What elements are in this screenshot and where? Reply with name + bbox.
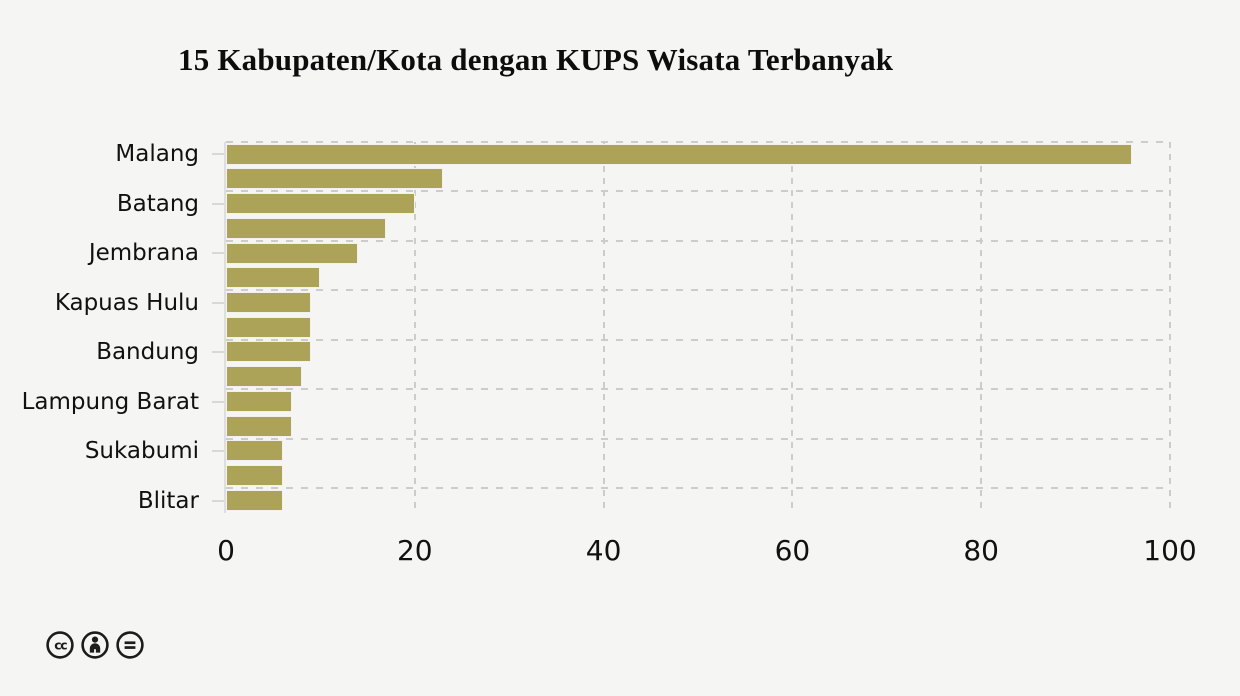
y-label-kapuas-hulu: Kapuas Hulu	[54, 289, 199, 316]
bar-blitar	[226, 489, 283, 511]
bar-malang	[226, 143, 1133, 165]
y-tick-blitar	[212, 499, 224, 502]
gridline-x-40	[602, 142, 605, 513]
y-tick-lampung-barat	[212, 400, 224, 403]
x-tick-0: 0	[217, 534, 235, 567]
bar-batang	[226, 193, 415, 215]
y-tick-jembrana	[212, 252, 224, 255]
bar-row-4	[226, 217, 387, 239]
y-label-sukabumi: Sukabumi	[84, 438, 199, 465]
y-label-bandung: Bandung	[96, 339, 199, 366]
bar-row-14	[226, 465, 283, 487]
gridline-x-20	[413, 142, 416, 513]
y-label-lampung-barat: Lampung Barat	[21, 388, 199, 415]
gridline-y-5	[226, 388, 1170, 391]
x-tick-100: 100	[1143, 534, 1197, 567]
y-tick-sukabumi	[212, 450, 224, 453]
y-tick-malang	[212, 153, 224, 156]
y-tick-batang	[212, 202, 224, 205]
bar-bandung	[226, 341, 311, 363]
y-label-malang: Malang	[115, 141, 199, 168]
gridline-y-6	[226, 437, 1170, 440]
gridline-x-80	[980, 142, 983, 513]
license-badges: cc	[45, 630, 145, 660]
gridline-x-100	[1169, 142, 1171, 513]
bar-row-2	[226, 168, 444, 190]
y-tick-kapuas-hulu	[212, 301, 224, 304]
bar-sukabumi	[226, 440, 283, 462]
x-tick-80: 80	[963, 534, 999, 567]
y-label-blitar: Blitar	[137, 487, 199, 514]
bar-jembrana	[226, 242, 359, 264]
cc-icon[interactable]: cc	[45, 630, 75, 660]
gridline-y-7	[226, 487, 1170, 490]
x-tick-60: 60	[774, 534, 811, 567]
x-tick-40: 40	[585, 534, 622, 567]
gridline-y-1	[226, 190, 1170, 193]
bar-lampung-barat	[226, 390, 293, 412]
gridline-y-4	[226, 338, 1170, 341]
y-tick-bandung	[212, 351, 224, 354]
gridline-x-60	[791, 142, 794, 513]
chart-title: 15 Kabupaten/Kota dengan KUPS Wisata Ter…	[178, 42, 894, 77]
no-derivatives-icon[interactable]	[115, 630, 145, 660]
bar-row-6	[226, 267, 321, 289]
x-tick-20: 20	[396, 534, 433, 567]
gridline-y-0	[226, 141, 1170, 143]
gridline-y-3	[226, 289, 1170, 292]
bar-kapuas-hulu	[226, 292, 311, 313]
bar-row-12	[226, 415, 293, 437]
y-label-jembrana: Jembrana	[88, 240, 199, 267]
svg-text:cc: cc	[54, 638, 67, 653]
bar-row-10	[226, 366, 302, 388]
attribution-icon[interactable]	[80, 630, 110, 660]
y-label-batang: Batang	[116, 190, 199, 217]
y-axis-line	[224, 142, 226, 513]
gridline-y-2	[226, 239, 1170, 242]
bar-row-8	[226, 316, 311, 338]
